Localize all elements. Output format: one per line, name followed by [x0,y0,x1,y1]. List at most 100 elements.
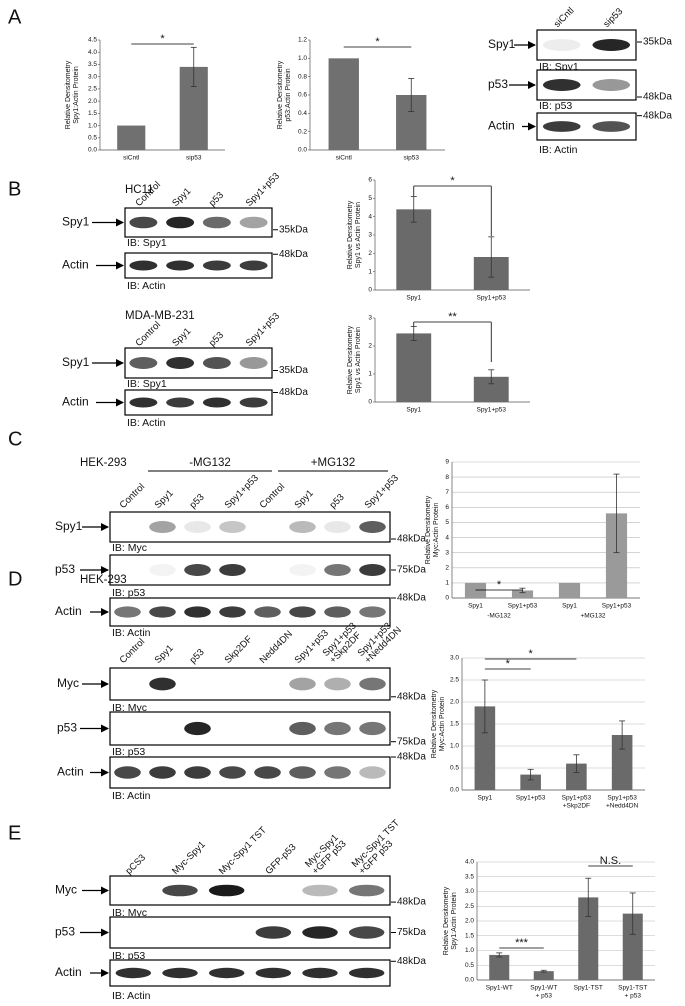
y-tick-label: 1.0 [450,743,459,750]
lane-label-group: Spy1 [170,326,193,349]
size-marker: 48kDa [397,752,426,763]
y-tick-label: 0 [368,287,372,294]
y-label-line: Myc:Actin Protein [439,697,446,752]
x-tick-label: sip53 [186,155,202,162]
band [254,766,281,779]
group-label: +MG132 [580,613,605,620]
band [184,766,211,779]
y-tick-label: 4.0 [465,859,474,866]
band [254,606,281,618]
blot-box [109,875,391,906]
lane-label-group: Spy1 [153,488,176,511]
significance-label: * [497,579,502,591]
band [239,216,268,229]
bar [117,125,146,150]
y-tick-label: 2 [368,343,372,350]
lane-label: Control [118,481,147,510]
lane-label-group: Spy1+p53 [223,473,261,511]
group-label: -MG132 [487,613,511,620]
lane-label-group: Myc-Spy1 TST+GFP p53 [350,818,402,877]
row-label: Actin [62,395,89,409]
size-marker: 75kDa [397,565,426,576]
y-tick-label: 2.5 [450,677,459,684]
y-tick-label: 2.5 [88,86,97,93]
y-axis-label: Relative Densitometry Myc:Actin Protein [431,689,446,758]
y-tick-label: 3 [445,549,449,556]
bar [464,582,487,598]
band [219,564,246,576]
band [239,397,268,408]
error-bar [619,720,626,750]
lane-label-group: Control [258,481,287,510]
error-bar [496,952,503,958]
y-tick-label: 4.5 [88,37,97,44]
bar [566,763,587,790]
y-tick-label: 9 [445,459,449,466]
panel-letter: D [8,568,22,590]
x-tick-label: Spy1-WT [530,985,557,992]
x-tick-label: Spy1-WT [486,985,513,992]
error-bar [573,754,580,773]
row-label: p53 [55,562,75,576]
cell-line: HEK-293 [80,574,127,586]
lane-label-group: pCS3 [123,852,148,877]
significance-label: * [160,33,165,45]
band [324,606,351,618]
lane-label: Spy1 [153,488,176,511]
bar [611,735,633,790]
error-bar [540,969,547,973]
row-label: Spy1 [62,355,90,369]
lane-label-group: p53 [328,492,347,511]
y-label-line: Relative Densitometry [277,60,284,129]
lane-label: GFP-p53 [263,842,298,877]
y-tick-label: 0.0 [450,787,459,794]
lane-label: Myc-Spy1 TST [217,825,269,877]
row-label: Spy1 [62,215,90,229]
band [239,357,268,369]
band [359,564,386,576]
band [219,521,246,533]
ib-label: IB: Actin [127,280,166,292]
band [219,606,246,618]
band [359,766,386,779]
band [184,721,211,736]
significance-label: * [506,658,511,670]
x-tick-label: Spy1+p53 [602,603,632,610]
lane-label-group: Myc-Spy1+GFP p53 [303,832,349,877]
lane-label-group: sip53 [601,6,625,30]
lane-label-group: Skp2DF [223,634,255,666]
band [289,521,316,533]
y-label-line: Myc:Actin Protein [433,503,440,558]
lane-label-group: Spy1+p53 [363,473,401,511]
band [219,766,246,779]
lane-label-group: Control [133,319,162,348]
y-label-line: Relative Densitometry [347,325,354,394]
y-tick-label: 2.5 [465,903,474,910]
y-axis-label: Relative Densitometry Spy1 vs Actin Prote… [347,200,362,269]
band [129,216,158,229]
lane-label-group: GFP-p53 [263,842,298,877]
ib-label: IB: p53 [112,746,145,758]
significance-label: *** [515,937,529,949]
band [302,926,338,939]
row-label: Spy1 [488,37,516,51]
band [166,357,195,369]
ib-label: IB: Actin [112,990,151,1002]
y-axis-label: Relative Densitometry Spy1:Actin Protein [65,60,80,129]
band [239,260,268,271]
band [114,766,141,779]
blot-box [109,511,391,543]
error-bar [629,892,636,935]
band [324,721,351,736]
band [255,967,292,979]
ib-label: IB: p53 [112,587,145,599]
lane-label: Spy1+p53 [244,311,282,349]
size-marker: 48kDa [643,110,672,121]
bar [558,582,581,598]
bar [396,209,432,290]
y-axis-label: Relative Densitometry Spy1:Actin Protein [443,886,458,955]
lane-label: pCS3 [123,852,148,877]
lane-label-group: Spy1 [293,488,316,511]
lane-label: Control [258,481,287,510]
